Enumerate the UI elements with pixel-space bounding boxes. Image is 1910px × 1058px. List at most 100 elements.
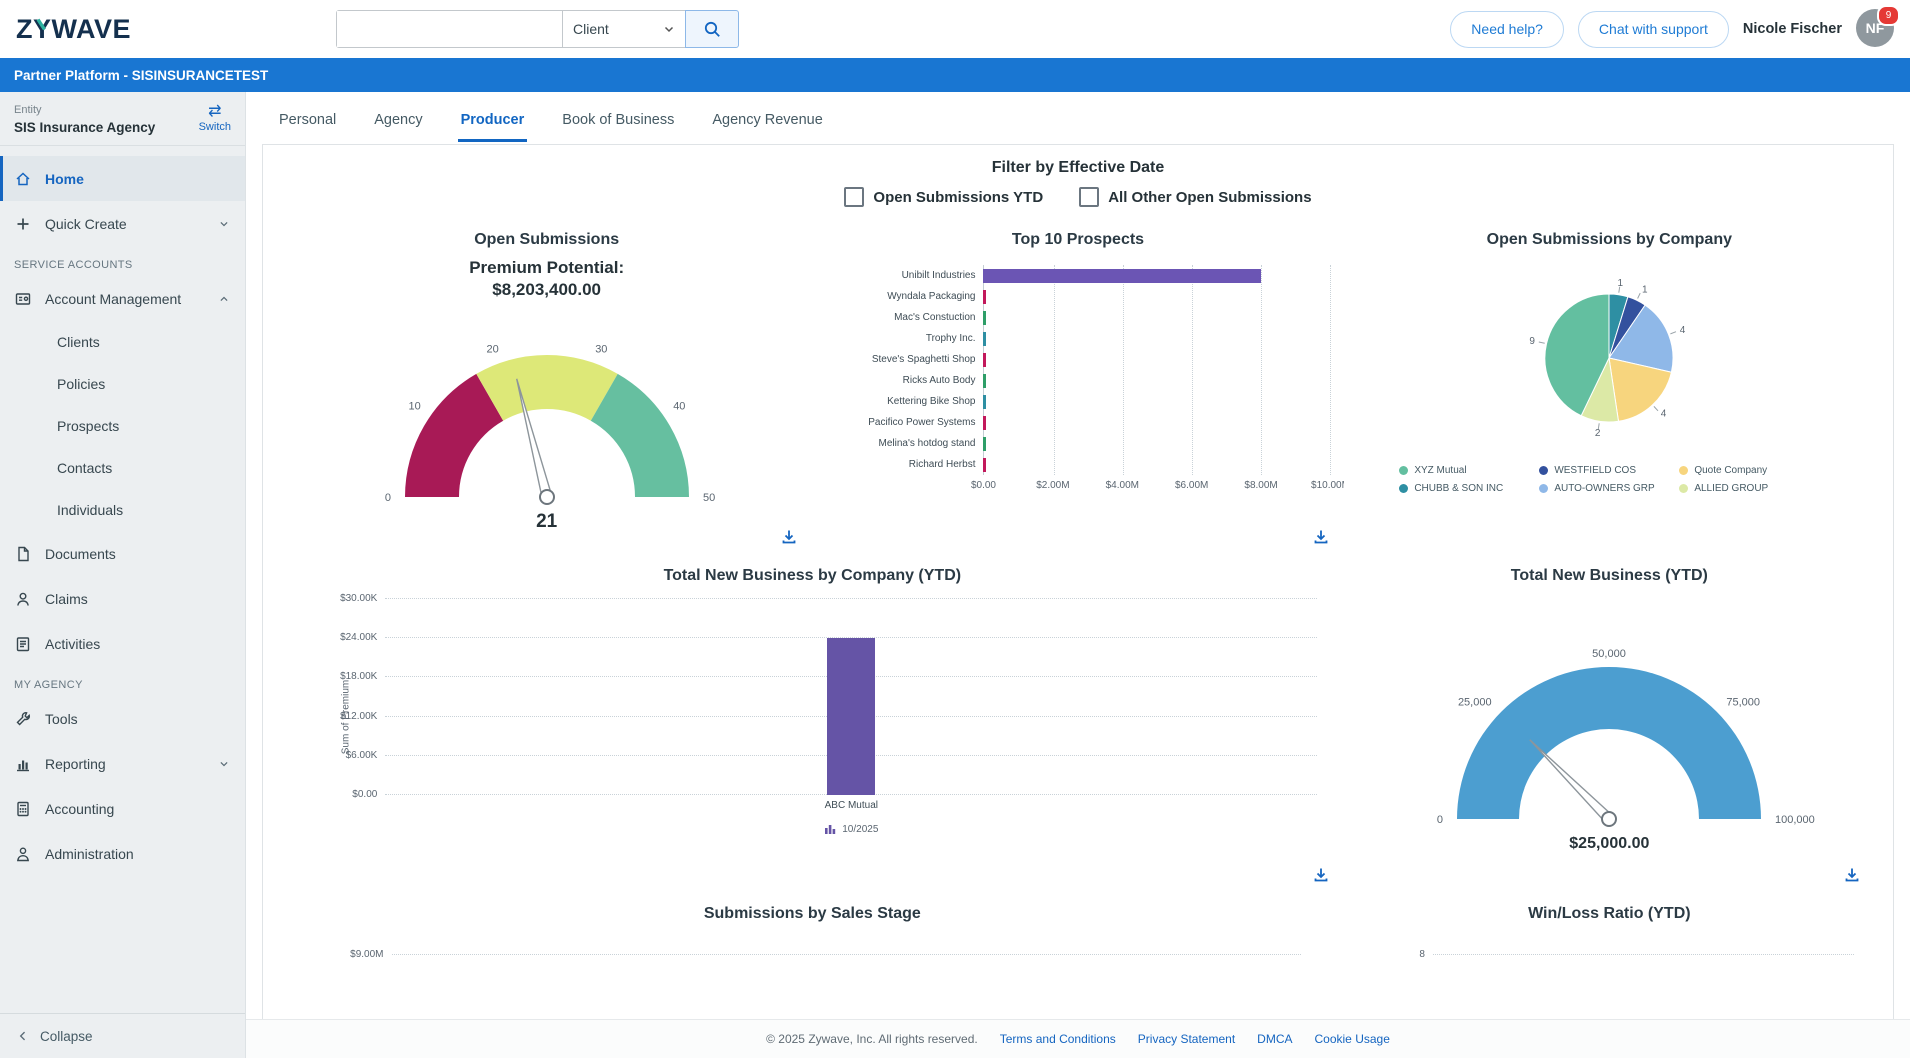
x-tick-label: $4.00M — [1105, 480, 1139, 491]
y-tick-label: $12.00K — [340, 710, 378, 722]
need-help-button[interactable]: Need help? — [1450, 10, 1564, 48]
sidebar-item-policies[interactable]: Policies — [57, 376, 106, 392]
sidebar-item-contacts[interactable]: Contacts — [57, 460, 113, 476]
document-icon — [18, 546, 29, 561]
hbar-bar — [983, 436, 987, 451]
pie-legend: XYZ Mutual WESTFIELD COS Quote Company CHUB… — [1389, 465, 1829, 494]
search-input[interactable] — [337, 11, 562, 47]
link-privacy[interactable]: Privacy Statement — [1137, 1032, 1236, 1046]
link-terms[interactable]: Terms and Conditions — [999, 1032, 1116, 1046]
gauge-tick-label: 0 — [1437, 814, 1443, 826]
top-10-prospects-chart: Unibilt Industries Wyndala Packaging Mac's… — [825, 249, 1344, 496]
tab-book-of-business[interactable]: Book of Business — [562, 112, 675, 128]
chevron-down-icon — [664, 26, 674, 33]
gauge-hub — [1601, 811, 1618, 827]
account-card-icon — [15, 292, 31, 305]
total-new-business-gauge: 0 25,000 50,000 75,000 100,000 — [1394, 619, 1824, 831]
hbar-bar — [983, 394, 987, 409]
gauge-segment — [590, 374, 689, 498]
download-icon[interactable] — [1841, 864, 1863, 889]
download-icon[interactable] — [778, 526, 800, 551]
hbar-bar — [983, 373, 987, 388]
sidebar-item-home[interactable]: Home — [0, 156, 245, 201]
wrench-icon — [16, 711, 30, 725]
checkbox-icon[interactable] — [1079, 187, 1100, 207]
chart-title: Open Submissions — [474, 231, 620, 248]
hbar-label: Steve's Spaghetti Shop — [871, 354, 976, 365]
hbar-label: Richard Herbst — [908, 459, 976, 470]
pie-slice — [1608, 304, 1674, 373]
checkbox-all-other-open-submissions[interactable]: All Other Open Submissions — [1079, 187, 1312, 207]
pie-slice — [1608, 357, 1673, 422]
download-icon[interactable] — [1310, 526, 1332, 551]
chart-title: Win/Loss Ratio (YTD) — [1528, 905, 1691, 922]
entity-name: SIS Insurance Agency — [14, 120, 156, 135]
dashboard-scroll-area[interactable]: Filter by Effective Date Open Submission… — [246, 142, 1910, 1019]
download-icon[interactable] — [1310, 864, 1332, 889]
hbar-bar — [983, 289, 987, 304]
chart-title: Top 10 Prospects — [1011, 231, 1145, 248]
chat-support-button[interactable]: Chat with support — [1577, 10, 1729, 48]
sidebar-item-prospects[interactable]: Prospects — [57, 418, 120, 434]
sidebar-item-documents[interactable]: Documents — [0, 531, 245, 576]
sidebar-item-account-management[interactable]: Account Management — [0, 276, 245, 321]
sidebar-item-activities[interactable]: Activities — [0, 621, 245, 666]
hbar-bar — [983, 415, 987, 430]
bar — [827, 638, 876, 795]
chart-title: Open Submissions by Company — [1486, 231, 1732, 248]
sidebar-item-individuals[interactable]: Individuals — [57, 502, 124, 518]
checkbox-open-submissions-ytd[interactable]: Open Submissions YTD — [844, 187, 1043, 207]
pie-value-label: 1 — [1642, 285, 1648, 296]
admin-person-icon — [17, 847, 29, 861]
link-cookie[interactable]: Cookie Usage — [1314, 1032, 1390, 1046]
bar-chart-icon — [17, 760, 29, 771]
search-box: Client — [336, 10, 686, 48]
gauge-tick-label: 25,000 — [1458, 697, 1492, 709]
footer: © 2025 Zywave, Inc. All rights reserved.… — [246, 1019, 1910, 1058]
search-button[interactable] — [685, 10, 739, 48]
total-new-business-card: Total New Business (YTD) 0 25,000 50,000 75… — [1344, 555, 1875, 893]
gauge-tick-label: 0 — [385, 492, 391, 504]
search-filter-value: Client — [573, 21, 609, 37]
hbar-label: Unibilt Industries — [901, 270, 976, 281]
sidebar-item-accounting[interactable]: Accounting — [0, 786, 245, 831]
sidebar-item-quick-create[interactable]: Quick Create — [0, 201, 245, 246]
checkbox-icon[interactable] — [844, 187, 865, 207]
tab-agency-revenue[interactable]: Agency Revenue — [712, 112, 823, 128]
chevron-down-icon — [220, 761, 228, 766]
legend-item: WESTFIELD COS — [1539, 465, 1679, 476]
hbar-label: Trophy Inc. — [925, 333, 976, 344]
tab-agency[interactable]: Agency — [374, 112, 423, 128]
zywave-logo[interactable]: ZYWAVE — [16, 15, 131, 43]
top10-chart-body: Unibilt Industries Wyndala Packaging Mac's… — [825, 265, 1344, 496]
section-my-agency: MY AGENCY — [14, 679, 83, 691]
tab-producer[interactable]: Producer — [457, 112, 528, 142]
pie-value-label: 1 — [1618, 278, 1624, 289]
collapse-sidebar-button[interactable]: Collapse — [0, 1013, 245, 1058]
search-filter-select[interactable]: Client — [562, 11, 685, 47]
sidebar-item-reporting[interactable]: Reporting — [0, 741, 245, 786]
hbar-row: Kettering Bike Shop — [825, 391, 1330, 412]
y-tick-label: $30.00K — [340, 593, 378, 604]
sidebar-item-clients[interactable]: Clients — [57, 334, 100, 350]
sidebar-item-claims[interactable]: Claims — [0, 576, 245, 621]
gauge-hub — [538, 489, 555, 506]
x-tick-label: $6.00M — [1174, 480, 1209, 491]
entity-label: Entity — [14, 104, 42, 116]
sidebar-item-administration[interactable]: Administration — [0, 831, 245, 876]
tab-personal[interactable]: Personal — [279, 112, 337, 128]
topbar-right: Need help? Chat with support Nicole Fisc… — [1450, 0, 1900, 58]
sidebar-item-tools[interactable]: Tools — [0, 696, 245, 741]
switch-entity-button[interactable]: ⇄ Switch — [198, 103, 231, 134]
gauge-svg: 0 10 20 30 40 50 — [385, 344, 715, 506]
hbar-row: Steve's Spaghetti Shop — [825, 349, 1330, 370]
legend-item: AUTO-OWNERS GRP — [1539, 483, 1679, 494]
logo-wave-accent — [36, 18, 46, 30]
filter-title: Filter by Effective Date — [991, 159, 1165, 176]
chart-title: Total New Business by Company (YTD) — [663, 567, 962, 584]
sidebar-nav: Home Quick Create SERVICE ACCOUNTS Accou… — [0, 146, 245, 1013]
legend-item: XYZ Mutual — [1399, 465, 1539, 476]
link-dmca[interactable]: DMCA — [1257, 1032, 1293, 1046]
win-loss-chart: 8 — [1344, 923, 1875, 960]
user-avatar[interactable]: NF 9 — [1856, 5, 1900, 49]
